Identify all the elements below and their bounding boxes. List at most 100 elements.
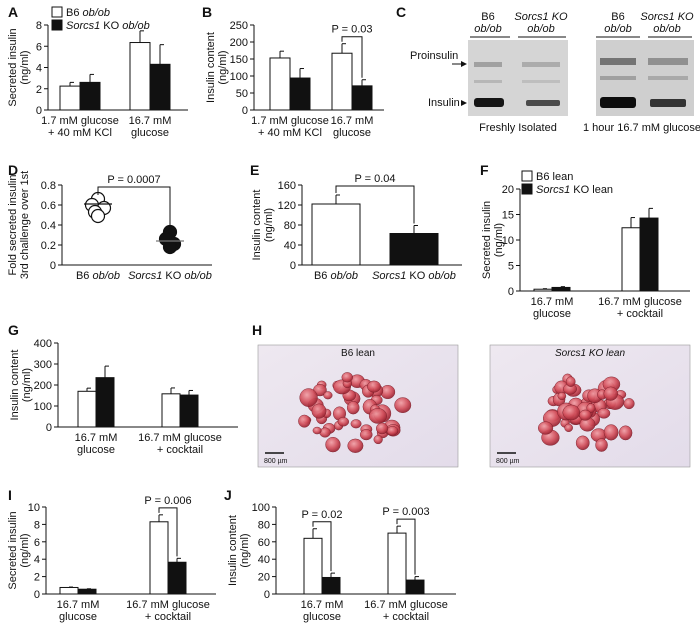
y-tick-label: 8 [36, 20, 42, 32]
islet [562, 404, 581, 421]
y-axis-label: Secreted insulin [481, 201, 493, 279]
x-tick-label: + 40 mM KCl [48, 127, 112, 139]
blot-band [600, 76, 636, 80]
bar [639, 217, 659, 292]
y-tick-label: 80 [284, 220, 296, 232]
bar [303, 537, 323, 595]
y-axis-label: Insulin content [9, 350, 21, 421]
panel-letter-a: A [8, 4, 18, 20]
blot-band [600, 97, 636, 108]
islet [373, 435, 383, 445]
islet [394, 397, 412, 414]
blot-header-obob-right: ob/ob [604, 23, 632, 35]
islet [586, 403, 596, 413]
panel-letter-j: J [224, 487, 232, 503]
blot-header-obob-left-2: ob/ob [527, 23, 555, 35]
blot-header-obob-left: ob/ob [474, 23, 502, 35]
panel-letter-b: B [202, 4, 212, 20]
significance-bracket [158, 507, 178, 557]
blot-band [522, 62, 560, 67]
blot-label-insulin: Insulin [428, 97, 460, 109]
islet [368, 408, 387, 424]
legend-label: B6 ob/ob [66, 7, 110, 19]
insulin-arrowhead [461, 100, 467, 106]
y-tick-label: 160 [278, 180, 296, 192]
panel-letter-f: F [480, 162, 489, 178]
y-tick-label: 200 [34, 380, 52, 392]
y-axis-label: (ng/ml) [239, 533, 251, 567]
blot-band [526, 100, 560, 106]
legend-swatch [521, 170, 533, 182]
bar [149, 63, 171, 111]
islet [311, 403, 327, 419]
y-tick-label: 200 [230, 37, 248, 49]
y-tick-label: 10 [502, 235, 514, 247]
bar [161, 393, 181, 428]
y-tick-label: 50 [236, 88, 248, 100]
islet [386, 426, 399, 436]
data-point [90, 208, 106, 224]
islet [375, 422, 389, 435]
panel-letter-h: H [252, 322, 262, 338]
islet [537, 421, 554, 435]
y-axis-label: Insulin content [205, 32, 217, 103]
x-tick-label: 16.7 mM [75, 432, 118, 444]
bar [311, 203, 361, 266]
chart-i: 0 2 4 6 8 10 Secreted insulin (ng/ml) 16.7 mMglu… [7, 495, 216, 623]
significance-bracket [335, 185, 415, 224]
blot-band [648, 76, 688, 80]
y-tick-label: 40 [284, 240, 296, 252]
islet [367, 380, 381, 393]
blot-band [474, 98, 504, 107]
x-tick-label: 1.7 mM glucose [251, 115, 329, 127]
islet [603, 386, 618, 401]
islet-cluster-right [537, 373, 635, 452]
x-tick-label: 16.7 mM glucose [126, 599, 210, 611]
y-axis-label: 3rd challenge over 1st [19, 171, 31, 279]
islet [312, 426, 322, 435]
panel-letter-e: E [250, 162, 259, 178]
y-tick-label: 10 [28, 502, 40, 514]
x-tick-label: 16.7 mM glucose [598, 296, 682, 308]
islet [319, 427, 331, 438]
x-tick-label: 16.7 mM [531, 296, 574, 308]
y-tick-label: 0.6 [41, 200, 56, 212]
islet [325, 436, 341, 453]
y-tick-label: 300 [34, 359, 52, 371]
chart-g: 0 100 200 300 400 Insulin content (ng/ml) 16.7 … [9, 338, 238, 456]
significance-bracket [312, 521, 332, 572]
blot-band [648, 58, 688, 65]
y-tick-label: 40 [258, 554, 270, 566]
x-tick-label: 16.7 mM [301, 599, 344, 611]
x-tick-label: B6 ob/ob [314, 270, 358, 282]
y-tick-label: 100 [34, 401, 52, 413]
y-tick-label: 120 [278, 200, 296, 212]
y-tick-label: 2 [36, 84, 42, 96]
chart-j: 0 20 40 60 80 100 Insulin content (ng/ml) 16.7 m… [227, 502, 456, 623]
x-tick-label: 16.7 mM [129, 115, 172, 127]
x-tick-label: glucose [59, 611, 97, 623]
x-tick-label: Sorcs1 KO ob/ob [372, 270, 456, 282]
significance-bracket [396, 518, 416, 575]
y-axis-label: (ng/ml) [263, 208, 275, 242]
bar [59, 85, 81, 111]
y-tick-label: 80 [258, 519, 270, 531]
x-tick-label: 16.7 mM [57, 599, 100, 611]
y-axis-label: (ng/ml) [493, 223, 505, 257]
islet [595, 438, 608, 452]
x-tick-label: Sorcs1 KO ob/ob [128, 270, 212, 282]
p-value-label: P = 0.0007 [107, 174, 160, 186]
legend-swatch [521, 183, 533, 195]
y-axis-label: Insulin content [227, 515, 239, 586]
p-value-label: P = 0.003 [382, 506, 429, 518]
legend-label: B6 lean [536, 171, 573, 183]
bar [59, 586, 79, 595]
chart-e: 0 40 80 120 160 Insulin content (ng/ml) B6 ob/o… [251, 173, 462, 282]
x-tick-label: 16.7 mM [331, 115, 374, 127]
bar [351, 85, 373, 111]
y-tick-label: 4 [36, 63, 42, 75]
y-axis-label: Secreted insulin [7, 511, 19, 589]
y-tick-label: 2 [34, 572, 40, 584]
x-tick-label: + cocktail [617, 308, 663, 320]
y-tick-label: 20 [258, 572, 270, 584]
